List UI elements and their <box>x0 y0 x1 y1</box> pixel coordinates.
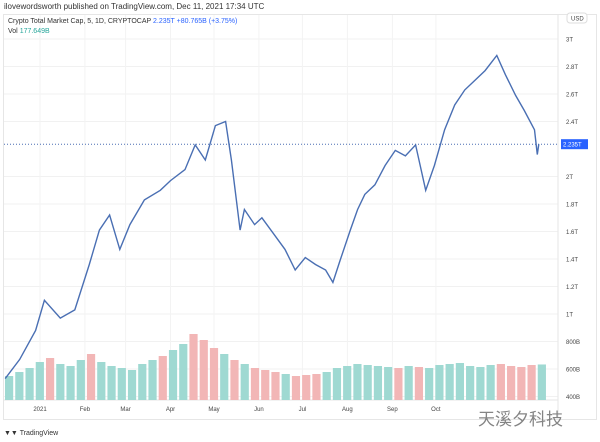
volume-bar <box>240 364 249 400</box>
volume-bar <box>322 372 331 400</box>
volume-bar <box>312 374 321 400</box>
brand-label: TradingView <box>19 430 59 437</box>
volume-bar <box>537 364 546 400</box>
x-tick-label: Sep <box>387 407 398 413</box>
volume-bar <box>189 334 198 400</box>
volume-bar <box>527 365 536 400</box>
volume-bar <box>168 350 178 400</box>
y-tick-label: 400B <box>566 395 580 401</box>
price-line <box>4 54 540 380</box>
currency-label: USD <box>571 17 584 23</box>
chart-legend: Crypto Total Market Cap, 5, 1D, CRYPTOCA… <box>8 17 237 37</box>
volume-bar <box>199 340 208 400</box>
y-tick-label: 2.8T <box>566 65 578 71</box>
y-tick-label: 1T <box>566 313 573 319</box>
volume-bar <box>56 364 65 400</box>
volume-bar <box>35 362 44 400</box>
y-tick-label: 2.4T <box>566 120 578 126</box>
volume-bar <box>332 368 342 400</box>
y-tick-label: 1.2T <box>566 285 578 291</box>
volume-bar <box>25 368 34 400</box>
volume-bar <box>291 376 301 400</box>
volume-bar <box>343 366 352 400</box>
volume-bar <box>117 368 126 400</box>
volume-bar <box>435 365 444 400</box>
volume-bar <box>281 374 290 400</box>
volume-bar <box>107 366 116 400</box>
volume-bar <box>476 367 485 400</box>
watermark: 天溪夕科技 <box>478 410 563 430</box>
volume-bar <box>158 356 167 400</box>
y-tick-label: 800B <box>566 340 580 346</box>
volume-bar <box>517 367 526 400</box>
volume-bar <box>127 370 137 400</box>
current-price-badge <box>561 139 588 150</box>
volume-bar <box>373 366 383 400</box>
volume-bar <box>486 365 495 400</box>
volume-bar <box>209 348 219 400</box>
y-tick-label: 600B <box>566 368 580 374</box>
volume-bar <box>384 367 393 400</box>
volume-bar <box>76 360 85 400</box>
volume-bar <box>507 366 516 400</box>
symbol-name: Crypto Total Market Cap, 5, 1D, CRYPTOCA… <box>8 18 152 25</box>
volume-bar <box>148 360 157 400</box>
volume-bar <box>404 366 413 400</box>
volume-bar <box>15 372 24 400</box>
chart-frame[interactable] <box>3 14 597 420</box>
volume-value: 177.649B <box>19 28 50 35</box>
volume-bar <box>5 376 14 400</box>
volume-bar <box>261 370 270 400</box>
volume-bar <box>496 364 505 400</box>
y-tick-label: 1.4T <box>566 258 578 264</box>
x-tick-label: Jun <box>254 407 264 413</box>
volume-bar <box>414 367 424 400</box>
x-tick-label: Oct <box>431 407 441 413</box>
volume-bar <box>250 368 260 400</box>
x-tick-label: 2021 <box>33 407 47 413</box>
volume-bar <box>230 360 239 400</box>
volume-bar <box>394 368 403 400</box>
y-tick-label: 3T <box>566 38 573 44</box>
y-tick-label: 1.8T <box>566 203 578 209</box>
last-price: 2.235T <box>153 18 175 25</box>
volume-bar <box>466 366 475 400</box>
volume-bar <box>66 366 75 400</box>
x-tick-label: Jul <box>299 407 307 413</box>
volume-bar <box>302 375 311 400</box>
volume-bar <box>445 364 454 400</box>
y-tick-label: 1.6T <box>566 230 578 236</box>
volume-bar <box>138 364 147 400</box>
volume-bar <box>455 363 464 400</box>
price-change: +80.765B (+3.75%) <box>176 18 238 25</box>
volume-bar <box>363 365 372 400</box>
volume-bar <box>45 358 55 400</box>
currency-badge <box>566 12 588 24</box>
volume-bar <box>425 368 434 400</box>
published-by: ilovewordsworth published on TradingView… <box>4 2 265 11</box>
volume-bar <box>271 372 280 400</box>
current-price-label: 2.235T <box>563 143 582 149</box>
x-tick-label: Mar <box>120 407 130 413</box>
volume-bar <box>220 354 229 400</box>
volume-bar <box>86 354 96 400</box>
volume-label: Vol <box>8 28 18 35</box>
x-tick-label: May <box>208 407 219 413</box>
x-tick-label: Feb <box>80 407 91 413</box>
y-tick-label: 2T <box>566 175 573 181</box>
tradingview-logo[interactable]: ▼▼ TradingView <box>4 430 59 437</box>
y-tick-label: 2.6T <box>566 93 578 99</box>
volume-bar <box>97 362 106 400</box>
volume-bar <box>179 344 188 400</box>
x-tick-label: Aug <box>342 407 353 413</box>
x-tick-label: Apr <box>166 407 175 413</box>
volume-bar <box>353 364 362 400</box>
